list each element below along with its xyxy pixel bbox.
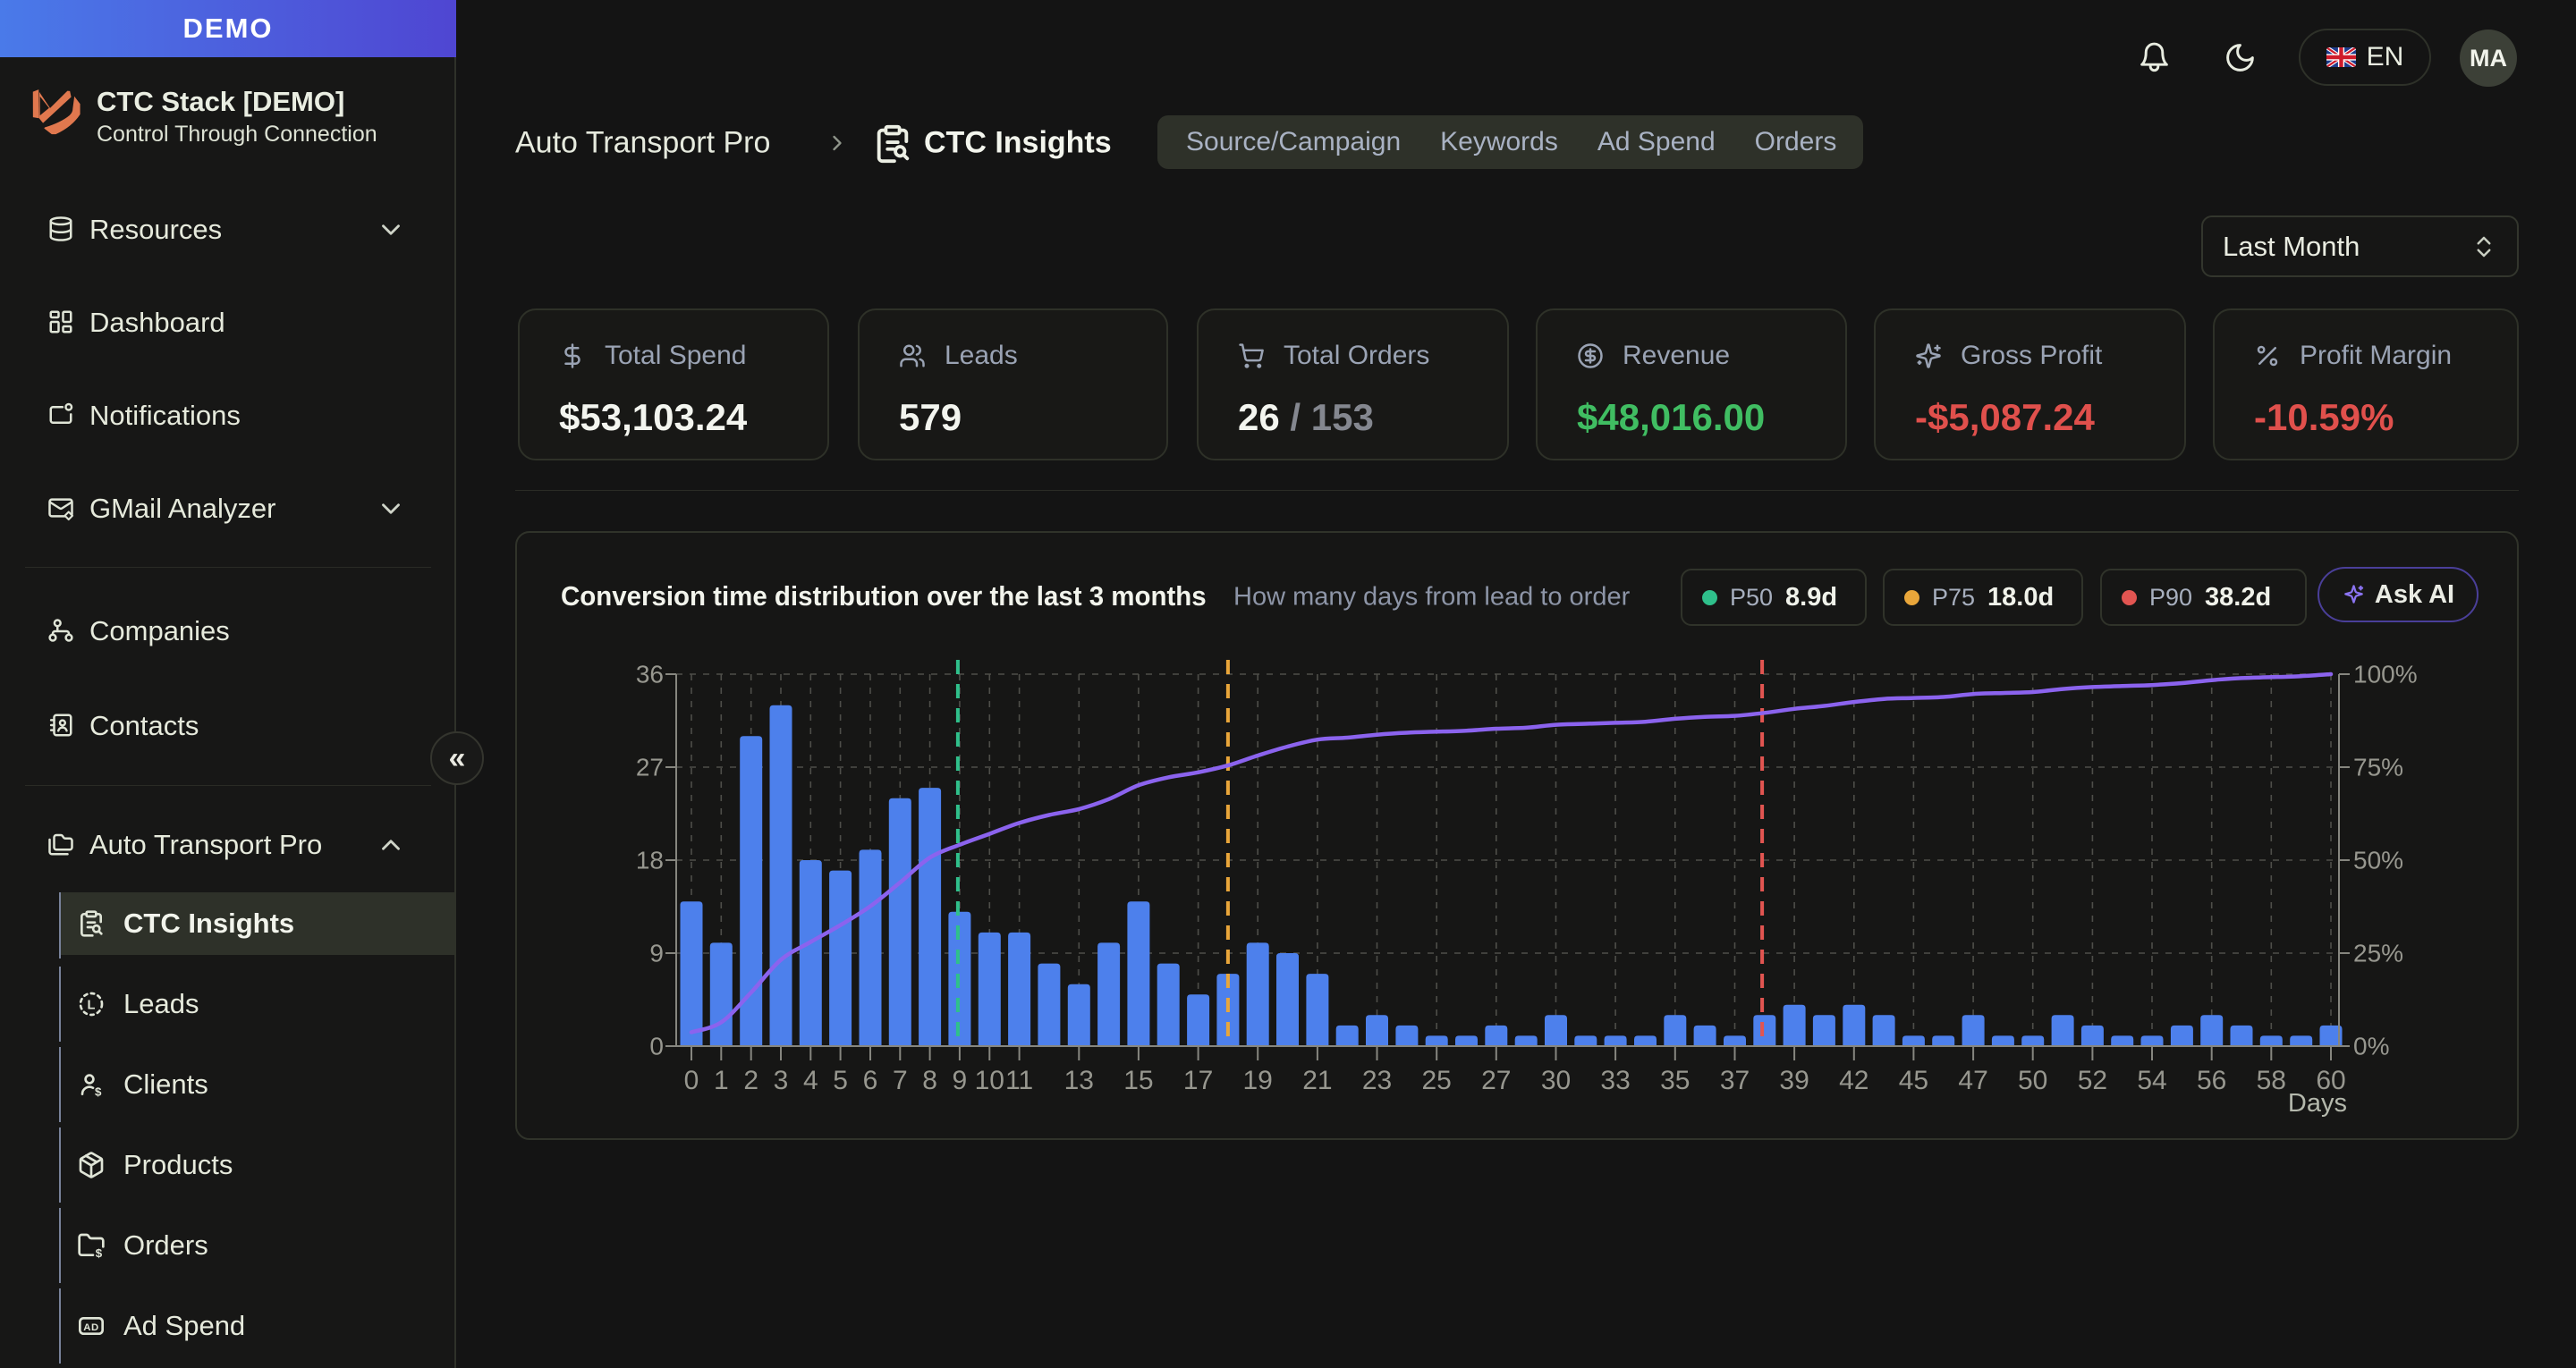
svg-text:18: 18: [636, 847, 664, 874]
svg-text:3: 3: [774, 1066, 789, 1095]
svg-text:42: 42: [1839, 1066, 1868, 1095]
svg-text:30: 30: [1541, 1066, 1571, 1095]
svg-text:56: 56: [2197, 1066, 2226, 1095]
svg-text:AD: AD: [83, 1322, 98, 1333]
svg-text:5: 5: [833, 1066, 848, 1095]
svg-text:2: 2: [743, 1066, 758, 1095]
svg-text:4: 4: [803, 1066, 818, 1095]
svg-text:27: 27: [636, 754, 664, 781]
svg-text:45: 45: [1899, 1066, 1928, 1095]
svg-text:52: 52: [2078, 1066, 2107, 1095]
svg-text:50%: 50%: [2353, 847, 2403, 874]
svg-text:13: 13: [1064, 1066, 1094, 1095]
svg-text:L: L: [88, 998, 96, 1012]
svg-text:9: 9: [953, 1066, 968, 1095]
svg-text:27: 27: [1481, 1066, 1511, 1095]
svg-text:10: 10: [975, 1066, 1004, 1095]
svg-text:75%: 75%: [2353, 754, 2403, 781]
svg-text:60: 60: [2316, 1066, 2345, 1095]
svg-text:37: 37: [1720, 1066, 1750, 1095]
svg-text:1: 1: [714, 1066, 729, 1095]
svg-text:6: 6: [863, 1066, 878, 1095]
svg-text:100%: 100%: [2353, 661, 2418, 688]
svg-text:36: 36: [636, 661, 664, 688]
svg-text:15: 15: [1123, 1066, 1153, 1095]
svg-text:9: 9: [649, 940, 664, 967]
svg-text:25: 25: [1422, 1066, 1452, 1095]
svg-text:11: 11: [1005, 1066, 1033, 1095]
svg-text:23: 23: [1362, 1066, 1392, 1095]
svg-text:8: 8: [922, 1066, 937, 1095]
svg-text:17: 17: [1183, 1066, 1213, 1095]
svg-text:19: 19: [1243, 1066, 1273, 1095]
svg-text:33: 33: [1600, 1066, 1630, 1095]
svg-text:21: 21: [1302, 1066, 1332, 1095]
svg-text:35: 35: [1660, 1066, 1690, 1095]
svg-text:$: $: [95, 1085, 102, 1099]
svg-text:54: 54: [2137, 1066, 2166, 1095]
svg-text:25%: 25%: [2353, 940, 2403, 967]
svg-text:7: 7: [893, 1066, 908, 1095]
svg-text:0: 0: [684, 1066, 699, 1095]
svg-text:47: 47: [1958, 1066, 1987, 1095]
svg-text:Days: Days: [2288, 1089, 2347, 1118]
svg-text:39: 39: [1779, 1066, 1809, 1095]
svg-text:58: 58: [2257, 1066, 2286, 1095]
svg-text:0: 0: [649, 1033, 664, 1060]
svg-text:50: 50: [2018, 1066, 2047, 1095]
svg-text:0%: 0%: [2353, 1033, 2389, 1060]
svg-text:$: $: [96, 1246, 103, 1260]
